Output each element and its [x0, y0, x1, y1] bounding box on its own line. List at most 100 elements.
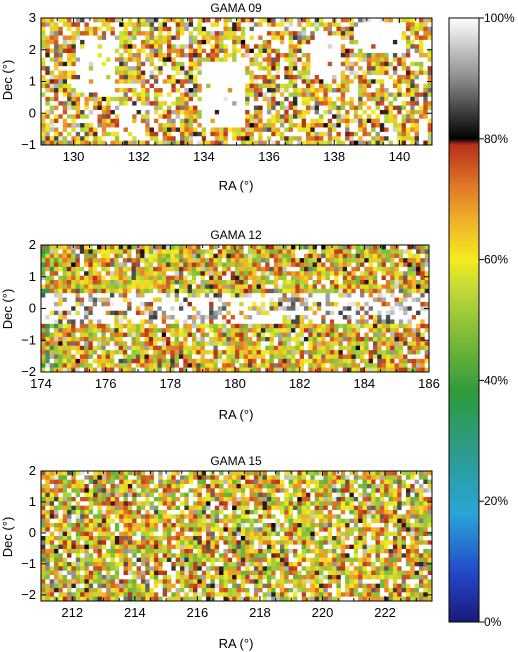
heatmap-cell — [53, 319, 59, 325]
heatmap-cell — [232, 53, 237, 58]
heatmap-cell — [288, 92, 294, 98]
heatmap-cell — [209, 354, 214, 360]
heatmap-cell — [240, 114, 246, 120]
heatmap-cell — [260, 280, 266, 285]
heatmap-cell — [183, 315, 188, 320]
heatmap-cell — [398, 350, 404, 355]
heatmap-cell — [385, 262, 391, 268]
heatmap-cell — [49, 249, 55, 255]
heatmap-cell — [210, 101, 216, 106]
heatmap-cell — [114, 341, 119, 347]
heatmap-cell — [222, 345, 227, 351]
heatmap-cell — [75, 319, 81, 325]
heatmap-cell — [80, 18, 85, 23]
heatmap-cell — [319, 83, 324, 89]
heatmap-cell — [183, 319, 188, 325]
heatmap-cell — [132, 48, 137, 54]
heatmap-cell — [201, 88, 207, 93]
heatmap-cell — [306, 109, 311, 115]
heatmap-cell — [219, 83, 224, 89]
heatmap-cell — [105, 284, 111, 290]
heatmap-cell — [209, 350, 214, 355]
heatmap-cell — [358, 140, 363, 146]
heatmap-cell — [284, 35, 289, 41]
heatmap-cell — [308, 315, 313, 320]
heatmap-cell — [273, 328, 279, 333]
heatmap-cell — [58, 275, 63, 281]
heatmap-cell — [62, 114, 68, 120]
heatmap-cell — [41, 140, 46, 146]
heatmap-cell — [209, 310, 214, 316]
y-tick-label: −1 — [21, 137, 36, 152]
heatmap-cell — [325, 341, 331, 347]
heatmap-cell — [232, 79, 237, 84]
heatmap-cell — [323, 57, 329, 63]
heatmap-cell — [355, 328, 361, 333]
heatmap-cell — [153, 245, 158, 250]
heatmap-cell — [67, 131, 72, 137]
heatmap-cell — [258, 18, 263, 23]
heatmap-cell — [334, 328, 339, 333]
heatmap-cell — [105, 319, 111, 325]
heatmap-cell — [54, 88, 59, 93]
heatmap-cell — [153, 114, 159, 120]
heatmap-cell — [260, 284, 266, 290]
heatmap-cell — [297, 61, 302, 67]
heatmap-cell — [235, 306, 240, 311]
heatmap-cell — [292, 109, 298, 115]
heatmap-cell — [71, 271, 76, 276]
heatmap-cell — [118, 262, 124, 268]
heatmap-cell — [62, 118, 68, 124]
heatmap-cell — [145, 136, 150, 141]
heatmap-cell — [362, 127, 368, 133]
heatmap-cell — [206, 105, 211, 111]
heatmap-cell — [58, 105, 64, 111]
heatmap-cell — [269, 315, 275, 320]
heatmap-cell — [101, 266, 106, 272]
heatmap-cell — [423, 131, 428, 137]
heatmap-cell — [295, 275, 300, 281]
heatmap-cell — [240, 101, 246, 106]
heatmap-cell — [414, 88, 420, 93]
heatmap-cell — [110, 35, 116, 41]
heatmap-cell — [222, 323, 227, 329]
heatmap-cell — [136, 22, 142, 28]
heatmap-cell — [295, 284, 300, 290]
heatmap-cell — [368, 275, 374, 281]
heatmap-cell — [227, 26, 233, 32]
heatmap-cell — [148, 345, 154, 351]
heatmap-cell — [240, 88, 246, 93]
heatmap-cell — [127, 136, 133, 141]
heatmap-cell — [384, 96, 389, 102]
heatmap-cell — [351, 319, 357, 325]
heatmap-cell — [288, 44, 294, 49]
heatmap-cell — [114, 61, 120, 67]
heatmap-cell — [351, 310, 357, 316]
heatmap-cell — [332, 57, 337, 63]
heatmap-cell — [286, 328, 292, 333]
heatmap-cell — [308, 293, 313, 298]
heatmap-cell — [170, 262, 175, 268]
heatmap-cell — [329, 297, 335, 303]
heatmap-cell — [416, 288, 421, 294]
heatmap-cell — [243, 306, 249, 311]
heatmap-cell — [62, 127, 68, 133]
heatmap-cell — [188, 131, 194, 137]
heatmap-cell — [414, 57, 420, 63]
heatmap-cell — [66, 319, 72, 325]
heatmap-cell — [358, 18, 363, 23]
heatmap-cell — [243, 266, 249, 272]
heatmap-cell — [269, 253, 275, 259]
heatmap-cell — [210, 39, 216, 45]
heatmap-cell — [321, 319, 326, 325]
heatmap-cell — [201, 109, 207, 115]
heatmap-cell — [338, 319, 344, 325]
heatmap-cell — [405, 96, 411, 102]
heatmap-cell — [353, 26, 359, 32]
heatmap-cell — [201, 66, 207, 71]
heatmap-cell — [88, 271, 94, 276]
heatmap-cell — [49, 140, 55, 146]
heatmap-cell — [321, 271, 326, 276]
heatmap-cell — [226, 249, 231, 255]
heatmap-cell — [247, 336, 253, 342]
